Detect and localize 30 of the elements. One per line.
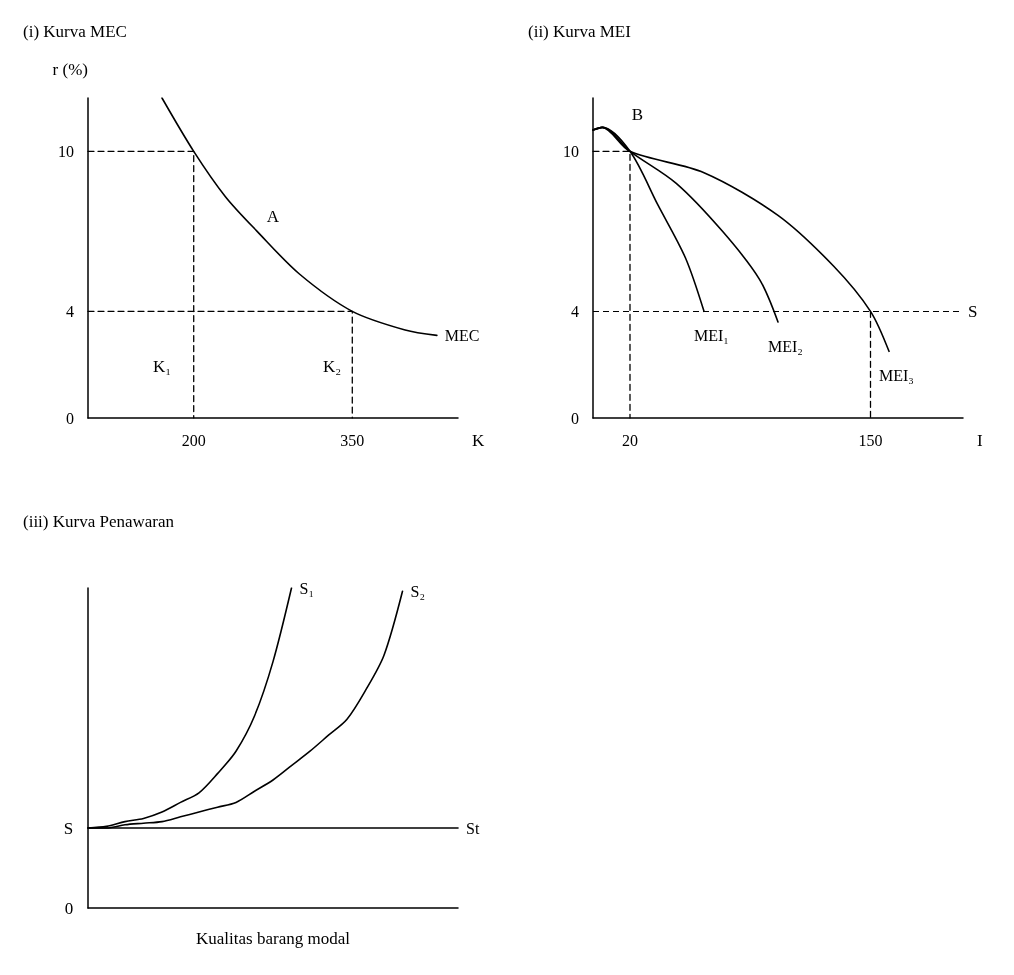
y-tick-label: 4	[571, 302, 579, 320]
annotation: B	[631, 104, 644, 124]
x-tick-label: 150	[858, 431, 883, 449]
series-label: St	[466, 819, 480, 837]
chart-title: (i) Kurva MEC	[23, 22, 127, 41]
series-label: MEI₁	[694, 326, 729, 344]
x-tick-label: 350	[340, 431, 365, 449]
x-axis-title: Kualitas barang modal	[196, 929, 351, 948]
x-tick-label: 20	[622, 431, 638, 449]
series-label: S₁	[299, 579, 314, 597]
chart-title: (iii) Kurva Penawaran	[23, 512, 175, 531]
text: S	[63, 818, 74, 838]
series-label: S₂	[410, 582, 425, 600]
x-axis-title: I	[977, 431, 983, 450]
y-tick-label: 10	[563, 142, 579, 160]
series-label: MEI₃	[879, 366, 914, 384]
y-tick-label: 0	[66, 409, 74, 427]
annotation: K₂	[323, 357, 342, 377]
y-tick-label: 0	[571, 409, 579, 427]
series-label: MEC	[444, 326, 480, 344]
chart-title: (ii) Kurva MEI	[528, 22, 632, 41]
y-tick-label: 4	[66, 302, 74, 320]
x-axis-title: K	[472, 431, 485, 450]
y-axis-title: r (%)	[52, 60, 88, 79]
series-label: MEI₂	[768, 337, 803, 355]
annotation: K₁	[152, 357, 172, 377]
y-tick-label: 10	[58, 142, 74, 160]
annotation: A	[266, 206, 280, 226]
x-tick-label: 200	[181, 431, 206, 449]
ref-line-label: S	[968, 301, 978, 321]
